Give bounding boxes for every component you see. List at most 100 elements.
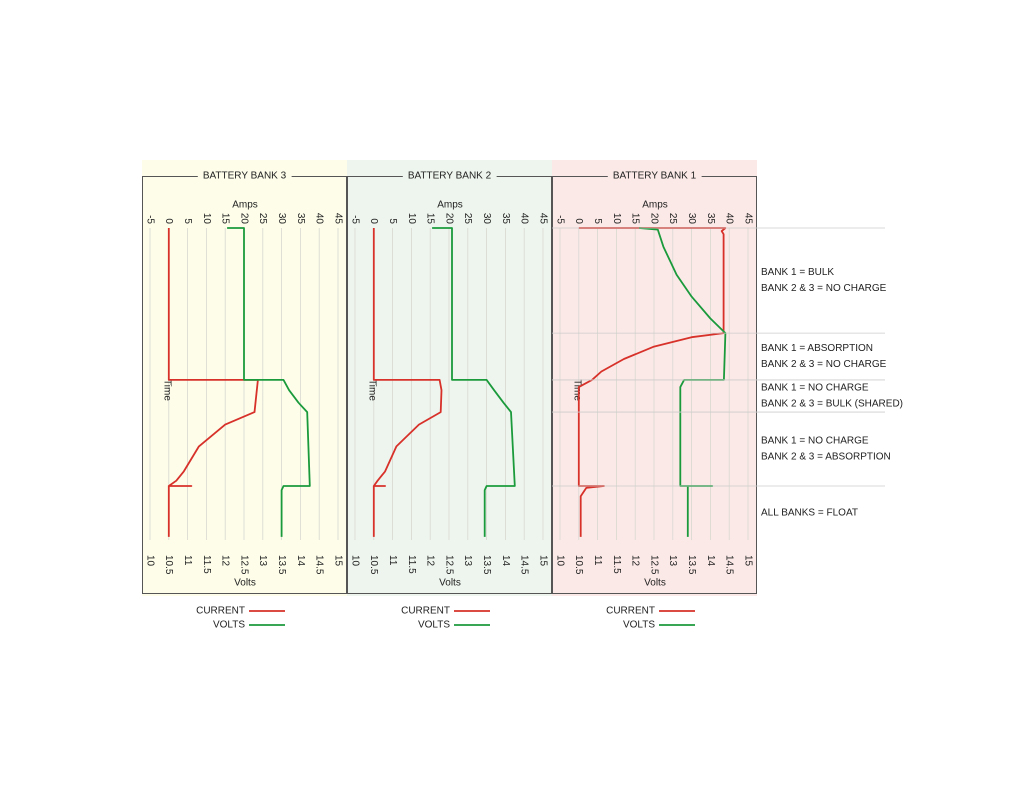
phase-note: BANK 2 & 3 = NO CHARGE — [761, 283, 887, 294]
x2-tick-label: 11 — [387, 555, 398, 566]
x2-tick-label: 12.5 — [648, 555, 659, 575]
x-tick-label: 30 — [481, 213, 492, 225]
title-gap — [402, 172, 497, 180]
phase-note: BANK 1 = ABSORPTION — [761, 343, 873, 354]
legend-label: CURRENT — [196, 606, 245, 617]
x2-tick-label: 13 — [462, 555, 473, 567]
phase-note: BANK 2 & 3 = NO CHARGE — [761, 359, 887, 370]
series-line — [577, 227, 727, 537]
x2-tick-label: 12.5 — [443, 555, 454, 575]
x-axis-label: Amps — [232, 200, 258, 211]
phase-note: BANK 2 & 3 = ABSORPTION — [761, 452, 891, 463]
x2-tick-label: 13.5 — [481, 555, 492, 575]
x2-tick-label: 15 — [742, 555, 753, 567]
x-tick-label: 20 — [443, 213, 454, 225]
panel-title: BATTERY BANK 2 — [408, 171, 492, 182]
x-tick-label: 15 — [425, 213, 436, 225]
x2-tick-label: 10.5 — [573, 555, 584, 575]
y-axis-label: Time — [366, 379, 377, 401]
x-tick-label: 45 — [332, 213, 343, 225]
y-axis-label: Time — [571, 379, 582, 401]
x2-tick-label: 12 — [220, 555, 231, 567]
x-tick-label: 5 — [592, 218, 603, 224]
x2-tick-label: 11.5 — [611, 555, 622, 574]
x2-axis-label: Volts — [644, 578, 666, 589]
title-gap — [197, 172, 292, 180]
x-axis-label: Amps — [642, 200, 668, 211]
x2-tick-label: 15 — [537, 555, 548, 567]
x-tick-label: 40 — [724, 213, 735, 225]
x-tick-label: 0 — [573, 218, 584, 224]
x-tick-label: 45 — [742, 213, 753, 225]
phase-note: BANK 2 & 3 = BULK (SHARED) — [761, 399, 903, 410]
x2-tick-label: 11 — [592, 555, 603, 566]
x-tick-label: 35 — [500, 213, 511, 225]
x-tick-label: 10 — [611, 213, 622, 225]
x2-axis-label: Volts — [439, 578, 461, 589]
panel-background — [552, 160, 757, 596]
x2-tick-label: 13 — [667, 555, 678, 567]
x-tick-label: 20 — [238, 213, 249, 225]
x2-tick-label: 12 — [425, 555, 436, 567]
phase-note: BANK 1 = NO CHARGE — [761, 436, 869, 447]
x-tick-label: 35 — [295, 213, 306, 225]
phase-note: BANK 1 = BULK — [761, 267, 834, 278]
x-tick-label: 45 — [537, 213, 548, 225]
x2-tick-label: 11.5 — [406, 555, 417, 574]
x-tick-label: 35 — [705, 213, 716, 225]
x-tick-label: 20 — [648, 213, 659, 225]
x-tick-label: 15 — [630, 213, 641, 225]
title-gap — [607, 172, 702, 180]
x-tick-label: 30 — [686, 213, 697, 225]
x2-tick-label: 10 — [349, 555, 360, 567]
x-tick-label: -5 — [144, 215, 155, 224]
x-tick-label: 25 — [257, 213, 268, 225]
legend-label: CURRENT — [606, 606, 655, 617]
x2-tick-label: 11 — [182, 555, 193, 566]
x-tick-label: 40 — [519, 213, 530, 225]
x-tick-label: -5 — [349, 215, 360, 224]
x2-tick-label: 14 — [295, 555, 306, 567]
panel-title: BATTERY BANK 1 — [613, 171, 697, 182]
x-tick-label: 10 — [201, 213, 212, 225]
x2-axis-label: Volts — [234, 578, 256, 589]
x-tick-label: -5 — [554, 215, 565, 224]
phase-note: BANK 1 = NO CHARGE — [761, 383, 869, 394]
series-line — [372, 228, 443, 537]
x2-tick-label: 14 — [500, 555, 511, 567]
x2-tick-label: 10 — [554, 555, 565, 567]
x-tick-label: 25 — [667, 213, 678, 225]
legend-label: VOLTS — [213, 620, 245, 631]
y-axis-label: Time — [161, 379, 172, 401]
x2-tick-label: 12 — [630, 555, 641, 567]
x2-tick-label: 14.5 — [724, 555, 735, 575]
x-tick-label: 5 — [182, 218, 193, 224]
legend-label: VOLTS — [418, 620, 450, 631]
x-axis-label: Amps — [437, 200, 463, 211]
x2-tick-label: 13.5 — [276, 555, 287, 575]
x-tick-label: 15 — [220, 213, 231, 225]
x-tick-label: 5 — [387, 218, 398, 224]
x2-tick-label: 14.5 — [314, 555, 325, 575]
phase-note: ALL BANKS = FLOAT — [761, 508, 858, 519]
x2-tick-label: 13.5 — [686, 555, 697, 575]
x2-tick-label: 11.5 — [201, 555, 212, 574]
x-tick-label: 30 — [276, 213, 287, 225]
legend-label: CURRENT — [401, 606, 450, 617]
x2-tick-label: 10.5 — [163, 555, 174, 575]
legend-label: VOLTS — [623, 620, 655, 631]
x-tick-label: 0 — [368, 218, 379, 224]
x-tick-label: 0 — [163, 218, 174, 224]
panel-background — [347, 160, 552, 596]
x2-tick-label: 14 — [705, 555, 716, 567]
x2-tick-label: 12.5 — [238, 555, 249, 575]
x2-tick-label: 10.5 — [368, 555, 379, 575]
x2-tick-label: 14.5 — [519, 555, 530, 575]
panel-title: BATTERY BANK 3 — [203, 171, 287, 182]
x-tick-label: 40 — [314, 213, 325, 225]
series-line — [227, 227, 311, 537]
series-line — [432, 227, 516, 537]
series-line — [167, 228, 259, 537]
